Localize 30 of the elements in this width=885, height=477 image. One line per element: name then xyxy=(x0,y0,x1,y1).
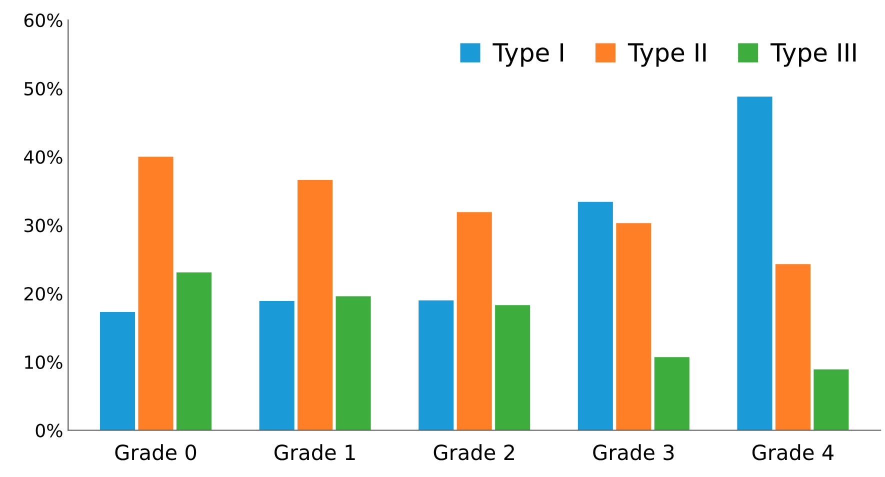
y-tick-label: 30% xyxy=(24,218,62,232)
bar xyxy=(775,264,810,430)
legend-label: Type II xyxy=(628,43,706,67)
bar xyxy=(495,305,530,430)
bar xyxy=(336,296,371,430)
bar xyxy=(418,300,454,430)
bar xyxy=(259,301,294,430)
x-tick-label: Grade 0 xyxy=(115,444,196,460)
bar xyxy=(138,156,174,430)
y-tick-label: 40% xyxy=(24,150,62,164)
y-tick-label: 10% xyxy=(25,355,62,369)
bar xyxy=(456,212,492,430)
bar xyxy=(100,312,136,430)
bar xyxy=(814,369,849,430)
y-tick-label: 50% xyxy=(24,82,62,96)
y-tick-label: 60% xyxy=(24,13,62,28)
y-tick-label: 20% xyxy=(24,286,62,301)
bar xyxy=(176,272,212,430)
bar xyxy=(654,357,690,430)
x-tick-label: Grade 4 xyxy=(752,444,834,460)
x-tick-label: Grade 3 xyxy=(593,444,674,460)
x-tick-label: Grade 2 xyxy=(434,444,514,460)
y-tick-label: 0% xyxy=(36,424,62,438)
bar xyxy=(616,223,652,430)
bar xyxy=(298,180,333,430)
x-tick-label: Grade 1 xyxy=(274,444,355,460)
legend-label: Type III xyxy=(770,43,856,67)
bar xyxy=(578,202,613,430)
bar xyxy=(737,96,772,430)
legend-label: Type I xyxy=(492,43,564,67)
